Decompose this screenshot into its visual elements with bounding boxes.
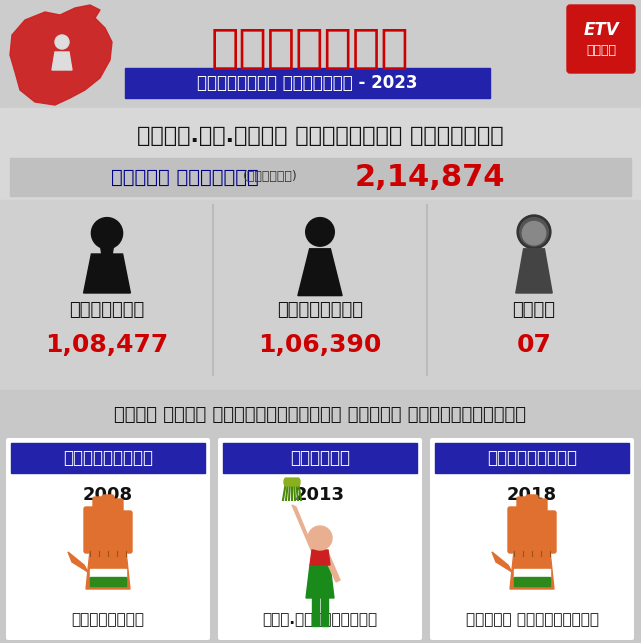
FancyBboxPatch shape	[430, 438, 634, 640]
Polygon shape	[68, 552, 88, 572]
Text: 2013: 2013	[295, 486, 345, 504]
FancyBboxPatch shape	[102, 495, 114, 553]
FancyBboxPatch shape	[218, 438, 422, 640]
Polygon shape	[306, 565, 334, 598]
Polygon shape	[83, 254, 130, 293]
Circle shape	[522, 221, 545, 245]
Bar	[514, 577, 550, 586]
Text: ಕರ್ನಾಟಕ: ಕರ್ನಾಟಕ	[211, 28, 410, 73]
Ellipse shape	[286, 478, 290, 486]
Bar	[435, 443, 629, 473]
Bar	[90, 569, 126, 577]
Text: ಕಳೆದ ಮೂರು ಚುನಾವಣೆಯಲ್ಲಿ ಗೆದ್ದ ಅಭ್ಯರ್ಥಿಗಳು: ಕಳೆದ ಮೂರು ಚುನಾವಣೆಯಲ್ಲಿ ಗೆದ್ದ ಅಭ್ಯರ್ಥಿಗಳು	[115, 406, 526, 424]
Bar	[0, 0, 641, 108]
Polygon shape	[52, 52, 72, 70]
Circle shape	[306, 217, 335, 246]
FancyBboxPatch shape	[567, 5, 635, 73]
Text: 1,06,390: 1,06,390	[258, 333, 381, 357]
Ellipse shape	[292, 478, 296, 486]
Circle shape	[92, 217, 122, 249]
Circle shape	[520, 217, 548, 246]
Text: 1,08,477: 1,08,477	[46, 333, 169, 357]
Bar	[90, 577, 126, 586]
Polygon shape	[492, 552, 512, 572]
Bar	[0, 390, 641, 643]
Circle shape	[308, 526, 332, 550]
Text: 2018: 2018	[507, 486, 557, 504]
Ellipse shape	[288, 478, 292, 486]
Polygon shape	[510, 551, 554, 589]
Bar	[0, 108, 641, 200]
FancyBboxPatch shape	[111, 499, 123, 553]
Text: ಎಸ್.ಚಿಕ್ಕಮಾದು: ಎಸ್.ಚಿಕ್ಕಮಾದು	[262, 613, 378, 628]
FancyBboxPatch shape	[535, 499, 547, 553]
Text: ಅನಿಲ್ ಚಿಕ್ಕಮಾದು: ಅನಿಲ್ ಚಿಕ್ಕಮಾದು	[465, 613, 599, 628]
Text: ಒಟ್ಟು ಮತದಾರರು: ಒಟ್ಟು ಮತದಾರರು	[111, 167, 259, 186]
Text: ETV: ETV	[583, 21, 619, 39]
Bar	[125, 68, 490, 98]
Polygon shape	[310, 550, 330, 565]
Bar	[0, 200, 641, 380]
Polygon shape	[10, 5, 112, 105]
Polygon shape	[516, 249, 552, 293]
Text: ಚಿಕ್ಕಣ್ಣ: ಚಿಕ್ಕಣ್ಣ	[72, 613, 144, 628]
FancyBboxPatch shape	[517, 497, 529, 553]
Text: ಜೇಡಿಸ್: ಜೇಡಿಸ್	[290, 449, 350, 467]
Text: 07: 07	[517, 333, 551, 357]
Polygon shape	[298, 249, 342, 296]
Text: भारत: भारत	[586, 44, 616, 57]
Polygon shape	[292, 505, 316, 556]
Text: ಮಹಿಳೆಯರು: ಮಹಿಳೆಯರು	[277, 301, 363, 319]
Bar	[11, 443, 205, 473]
Bar	[223, 443, 417, 473]
FancyBboxPatch shape	[6, 438, 210, 640]
FancyBboxPatch shape	[544, 511, 556, 553]
Text: ಕಾಂಗ್ರೆಸ್: ಕಾಂಗ್ರೆಸ್	[487, 449, 577, 467]
Ellipse shape	[290, 478, 294, 486]
Bar	[321, 598, 328, 626]
Text: ಹೆಚ್.ಡಿ.ಕೋಟೆ ವಿಧಾನಸಭೆ ಕ್ಷೇತ್ರ: ಹೆಚ್.ಡಿ.ಕೋಟೆ ವಿಧಾನಸಭೆ ಕ್ಷೇತ್ರ	[137, 126, 504, 146]
Circle shape	[55, 35, 69, 49]
Polygon shape	[101, 246, 113, 254]
Text: 2,14,874: 2,14,874	[354, 163, 505, 192]
Bar	[10, 158, 631, 196]
Ellipse shape	[294, 478, 298, 486]
Text: ಇತರೆ: ಇತರೆ	[513, 301, 556, 319]
FancyBboxPatch shape	[120, 511, 132, 553]
FancyBboxPatch shape	[84, 507, 96, 553]
FancyBboxPatch shape	[93, 497, 105, 553]
Polygon shape	[324, 552, 340, 582]
Circle shape	[517, 215, 551, 249]
Bar	[514, 569, 550, 577]
FancyBboxPatch shape	[526, 495, 538, 553]
Bar	[312, 598, 319, 626]
Text: ಪುರುಷರು: ಪುರುಷರು	[69, 301, 145, 319]
Ellipse shape	[296, 478, 300, 486]
Polygon shape	[86, 551, 130, 589]
Text: 2008: 2008	[83, 486, 133, 504]
Ellipse shape	[284, 478, 288, 486]
Text: ಕಾಂಗ್ರೆಸ್: ಕಾಂಗ್ರೆಸ್	[63, 449, 153, 467]
Text: (ಅಂದಾಜು): (ಅಂದಾಜು)	[243, 170, 297, 183]
FancyBboxPatch shape	[508, 507, 520, 553]
Text: ವಿಧಾನಸಭೆ ಚುನಾವಣಿ - 2023: ವಿಧಾನಸಭೆ ಚುನಾವಣಿ - 2023	[197, 74, 418, 92]
